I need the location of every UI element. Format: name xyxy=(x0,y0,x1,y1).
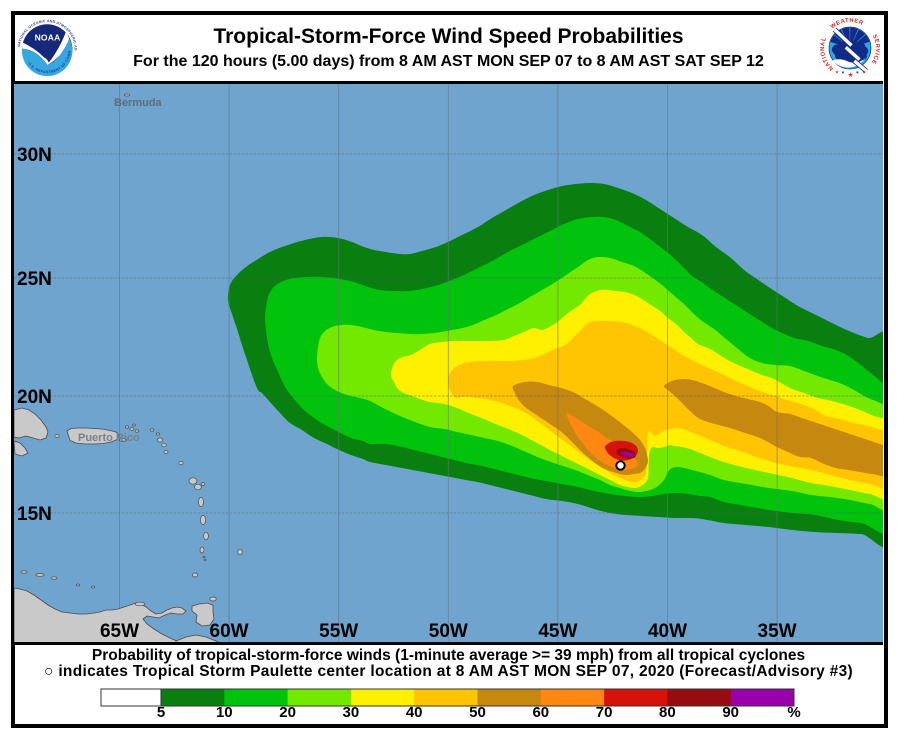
svg-text:25N: 25N xyxy=(17,269,52,290)
svg-text:40: 40 xyxy=(406,704,423,721)
svg-text:50W: 50W xyxy=(429,621,468,642)
svg-text:40W: 40W xyxy=(648,621,687,642)
svg-text:5: 5 xyxy=(157,704,165,721)
svg-text:60W: 60W xyxy=(210,621,249,642)
svg-text:65W: 65W xyxy=(100,621,139,642)
svg-text:20: 20 xyxy=(279,704,296,721)
svg-text:Puerto Rico: Puerto Rico xyxy=(78,432,140,444)
svg-text:NOAA: NOAA xyxy=(35,33,61,43)
svg-text:30: 30 xyxy=(343,704,360,721)
svg-text:10: 10 xyxy=(216,704,233,721)
svg-text:70: 70 xyxy=(596,704,613,721)
svg-text:90: 90 xyxy=(722,704,739,721)
svg-text:★: ★ xyxy=(862,70,867,75)
svg-text:%: % xyxy=(787,704,800,721)
svg-text:45W: 45W xyxy=(538,621,577,642)
svg-text:★: ★ xyxy=(848,71,854,79)
svg-text:35W: 35W xyxy=(758,621,797,642)
svg-text:★: ★ xyxy=(835,70,840,75)
svg-text:50: 50 xyxy=(469,704,486,721)
svg-text:55W: 55W xyxy=(319,621,358,642)
svg-text:SERVICE: SERVICE xyxy=(870,34,881,65)
svg-text:30N: 30N xyxy=(17,145,52,166)
svg-text:15N: 15N xyxy=(17,504,52,525)
svg-text:60: 60 xyxy=(532,704,549,721)
svg-text:20N: 20N xyxy=(17,387,52,408)
svg-text:Bermuda: Bermuda xyxy=(114,97,163,109)
svg-text:80: 80 xyxy=(659,704,676,721)
